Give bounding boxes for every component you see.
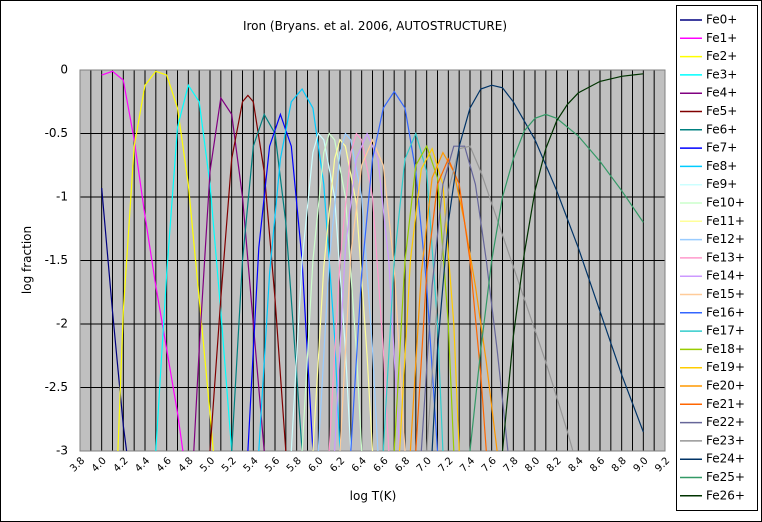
series-group <box>101 70 644 451</box>
legend-label: Fe15+ <box>706 287 745 301</box>
legend-label: Fe24+ <box>706 452 745 466</box>
legend-label: Fe10+ <box>706 196 745 210</box>
legend-label: Fe11+ <box>706 214 745 228</box>
series-line <box>193 96 265 451</box>
y-tick-label: -3 <box>56 444 68 458</box>
y-tick-label: 0 <box>60 63 68 77</box>
legend-label: Fe23+ <box>706 433 745 447</box>
legend-label: Fe7+ <box>706 141 737 155</box>
legend-label: Fe6+ <box>706 122 737 136</box>
chart-title: Iron (Bryans. et al. 2006, AUTOSTRUCTURE… <box>243 19 507 33</box>
y-tick-label: -2.5 <box>45 380 68 394</box>
x-axis-label: log T(K) <box>350 489 397 503</box>
series-line <box>431 84 644 451</box>
series-line <box>334 131 401 451</box>
legend-label: Fe25+ <box>706 470 745 484</box>
series-line <box>328 132 390 451</box>
y-tick-label: -1 <box>56 190 68 204</box>
legend-label: Fe16+ <box>706 305 745 319</box>
legend-label: Fe3+ <box>706 67 737 81</box>
series-line <box>350 90 439 451</box>
legend-label: Fe8+ <box>706 159 737 173</box>
legend-label: Fe19+ <box>706 360 745 374</box>
legend-label: Fe0+ <box>706 13 737 27</box>
series-line <box>101 188 128 451</box>
legend-label: Fe14+ <box>706 269 745 283</box>
series-line <box>101 70 184 451</box>
series-line <box>382 131 444 451</box>
y-tick-label: -1.5 <box>45 253 68 267</box>
series-line <box>258 87 341 451</box>
legend-label: Fe12+ <box>706 232 745 246</box>
legend-label: Fe13+ <box>706 250 745 264</box>
series-line <box>469 113 644 451</box>
legend-label: Fe5+ <box>706 104 737 118</box>
series-line <box>501 73 644 451</box>
series-line <box>420 145 509 451</box>
series-line <box>290 132 352 451</box>
y-tick-label: -2 <box>56 317 68 331</box>
y-axis-label: log fraction <box>20 226 34 294</box>
legend-label: Fe4+ <box>706 86 737 100</box>
legend-label: Fe22+ <box>706 415 745 429</box>
series-line <box>117 70 214 451</box>
legend-label: Fe20+ <box>706 379 745 393</box>
legend-label: Fe1+ <box>706 31 737 45</box>
series-line <box>393 144 455 451</box>
series-line <box>426 145 574 451</box>
legend-label: Fe21+ <box>706 397 745 411</box>
legend-label: Fe26+ <box>706 488 745 502</box>
series-line <box>399 147 460 451</box>
legend-label: Fe2+ <box>706 49 737 63</box>
legend-label: Fe17+ <box>706 324 745 338</box>
series-line <box>231 112 303 451</box>
series-line <box>301 132 363 451</box>
legend-label: Fe9+ <box>706 177 737 191</box>
y-tick-label: -0.5 <box>45 126 68 140</box>
series-line <box>155 83 233 451</box>
series-line <box>317 132 379 451</box>
legend-label: Fe18+ <box>706 342 745 356</box>
